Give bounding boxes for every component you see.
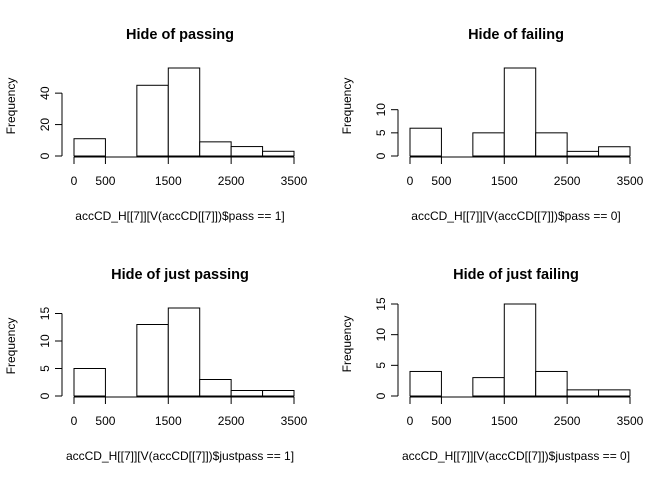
histogram-bar [503, 67, 537, 157]
y-tick-label: 0 [38, 392, 52, 399]
histogram-panel-3: 0 500 1500 2500 3500 0 5 10 15 Hide of just passi… [4, 267, 308, 463]
histogram-bar [167, 67, 201, 157]
y-tick-label: 15 [38, 307, 52, 321]
x-tick-label: 0 [71, 414, 78, 428]
histogram-bar [230, 146, 264, 157]
y-axis-label: Frequency [340, 78, 354, 135]
histogram-bar [472, 132, 505, 157]
x-tick-label: 2500 [218, 174, 245, 188]
histogram-bar [503, 303, 537, 397]
histogram-bar [230, 390, 264, 397]
x-axis-label: accCD_H[[7]][V(accCD[[7]])$justpass == 1… [66, 449, 294, 463]
histogram-bar [409, 127, 442, 157]
y-tick-label: 15 [374, 297, 388, 311]
y-axis-label: Frequency [4, 78, 18, 135]
histogram-bar [262, 150, 295, 157]
histogram-panel-2: 0 500 1500 2500 3500 0 5 10 Hide of failing accCD… [340, 27, 644, 223]
y-tick-label: 0 [374, 392, 388, 399]
histogram-bar [262, 390, 295, 397]
y-tick-label: 5 [38, 365, 52, 372]
x-axis-label: accCD_H[[7]][V(accCD[[7]])$pass == 1] [75, 209, 284, 223]
x-tick-label: 0 [71, 174, 78, 188]
x-tick-label: 1500 [155, 174, 182, 188]
histogram-bar [598, 146, 631, 157]
histogram-bar [566, 389, 600, 397]
x-tick-label: 500 [95, 414, 115, 428]
x-tick-label: 3500 [617, 414, 644, 428]
x-axis-label: accCD_H[[7]][V(accCD[[7]])$pass == 0] [411, 209, 620, 223]
y-tick-label: 10 [374, 328, 388, 342]
chart-title: Hide of just passing [111, 267, 249, 283]
histogram-bar [136, 324, 169, 397]
x-tick-label: 2500 [554, 414, 581, 428]
chart-title: Hide of passing [126, 27, 234, 43]
x-tick-label: 1500 [491, 174, 518, 188]
histogram-bar [167, 307, 201, 397]
histogram-bar [535, 132, 568, 157]
histogram-bar [73, 368, 106, 397]
chart-title: Hide of failing [468, 27, 564, 43]
y-tick-label: 20 [38, 118, 52, 132]
x-tick-label: 0 [407, 174, 414, 188]
x-axis-label: accCD_H[[7]][V(accCD[[7]])$justpass == 0… [402, 449, 630, 463]
histogram-bar [598, 389, 631, 397]
y-tick-label: 5 [374, 129, 388, 136]
x-tick-label: 3500 [617, 174, 644, 188]
y-tick-label: 10 [374, 103, 388, 117]
x-tick-label: 2500 [218, 414, 245, 428]
y-tick-label: 10 [38, 334, 52, 348]
y-tick-label: 5 [374, 362, 388, 369]
histogram-bar [472, 377, 505, 397]
x-tick-label: 2500 [554, 174, 581, 188]
x-tick-label: 0 [407, 414, 414, 428]
histogram-bar [199, 379, 232, 397]
y-tick-label: 40 [38, 86, 52, 100]
y-tick-label: 0 [38, 152, 52, 159]
x-tick-label: 1500 [155, 414, 182, 428]
y-tick-label: 0 [374, 152, 388, 159]
x-tick-label: 500 [95, 174, 115, 188]
histogram-panel-4: 0 500 1500 2500 3500 0 5 10 15 Hide of just faili… [340, 267, 644, 463]
y-axis-label: Frequency [4, 318, 18, 375]
histogram-bar [73, 138, 106, 157]
x-tick-label: 500 [431, 174, 451, 188]
x-tick-label: 3500 [281, 414, 308, 428]
histogram-bar [199, 141, 232, 157]
histogram-bar [566, 150, 600, 157]
chart-title: Hide of just failing [453, 267, 579, 283]
histogram-bar [136, 84, 169, 157]
x-tick-label: 1500 [491, 414, 518, 428]
histogram-bar [535, 370, 568, 397]
histogram-panel-1: 0 500 1500 2500 3500 0 20 40 Hide of passing accC… [4, 27, 308, 223]
y-axis-label: Frequency [340, 316, 354, 373]
x-tick-label: 3500 [281, 174, 308, 188]
x-tick-label: 500 [431, 414, 451, 428]
histogram-bar [409, 370, 442, 397]
